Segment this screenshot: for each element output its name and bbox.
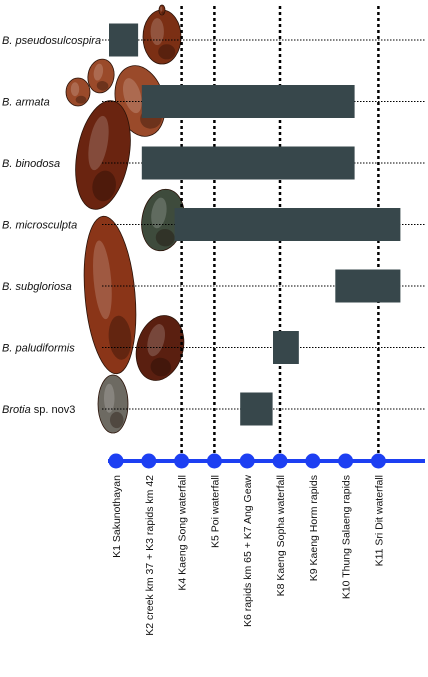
site-dot [338, 453, 354, 469]
shell-icon [83, 215, 137, 375]
distribution-bar-subgloriosa [335, 269, 401, 303]
distribution-bar-microsculpta [174, 208, 401, 241]
shell-icon [75, 100, 131, 210]
shell-icon [65, 77, 91, 107]
species-label: B. paludiformis [2, 343, 75, 355]
species-label: B. pseudosulcospira [2, 35, 101, 47]
shell-icon [97, 374, 129, 434]
distribution-bar-binodosa [141, 146, 355, 180]
species-label: B. microsculpta [2, 220, 77, 232]
species-label: B. binodosa [2, 158, 60, 170]
shell-illustrations [65, 4, 185, 434]
distribution-bar-armata [141, 85, 355, 118]
species-label: Brotia sp. nov3 [2, 404, 75, 416]
site-label: K4 Kaeng Song waterfall [177, 475, 189, 591]
species-labels: B. pseudosulcospira B. armata B. binodosa B… [2, 35, 101, 416]
site-label: K10 Thung Salaeng rapids [341, 475, 353, 599]
site-dot [239, 453, 255, 469]
site-label: K6 rapids km 65 + K7 Ang Geaw [242, 475, 254, 627]
site-dot [108, 453, 124, 469]
site-dot [174, 453, 190, 469]
site-label: K11 Sri Dit waterfall [373, 475, 385, 566]
site-dot [272, 453, 288, 469]
distribution-bars [109, 23, 401, 426]
site-dot [141, 453, 157, 469]
site-dot [370, 453, 386, 469]
distribution-bar-paludiformis [273, 331, 299, 364]
shell-icon [87, 58, 115, 94]
shell-icon [142, 9, 182, 65]
distribution-bar-pseudosulcospira [109, 23, 139, 57]
site-label: K2 creek km 37 + K3 rapids km 42 [144, 475, 156, 636]
site-label: K8 Kaeng Sopha waterfall [275, 475, 287, 596]
site-labels: K1 Sakunothayan K2 creek km 37 + K3 rapid… [111, 475, 385, 636]
shell-icon [158, 4, 166, 16]
site-axis [108, 453, 425, 469]
site-label: K5 Poi waterfall [209, 475, 221, 548]
site-label: K1 Sakunothayan [111, 475, 123, 558]
shell-icon [141, 188, 185, 252]
species-label: B. armata [2, 97, 50, 109]
site-dot [305, 453, 321, 469]
species-label: B. subgloriosa [2, 281, 72, 293]
site-dot [206, 453, 222, 469]
distribution-bar-sp-nov3 [240, 392, 273, 426]
site-label: K9 Kaeng Horm rapids [308, 475, 320, 581]
